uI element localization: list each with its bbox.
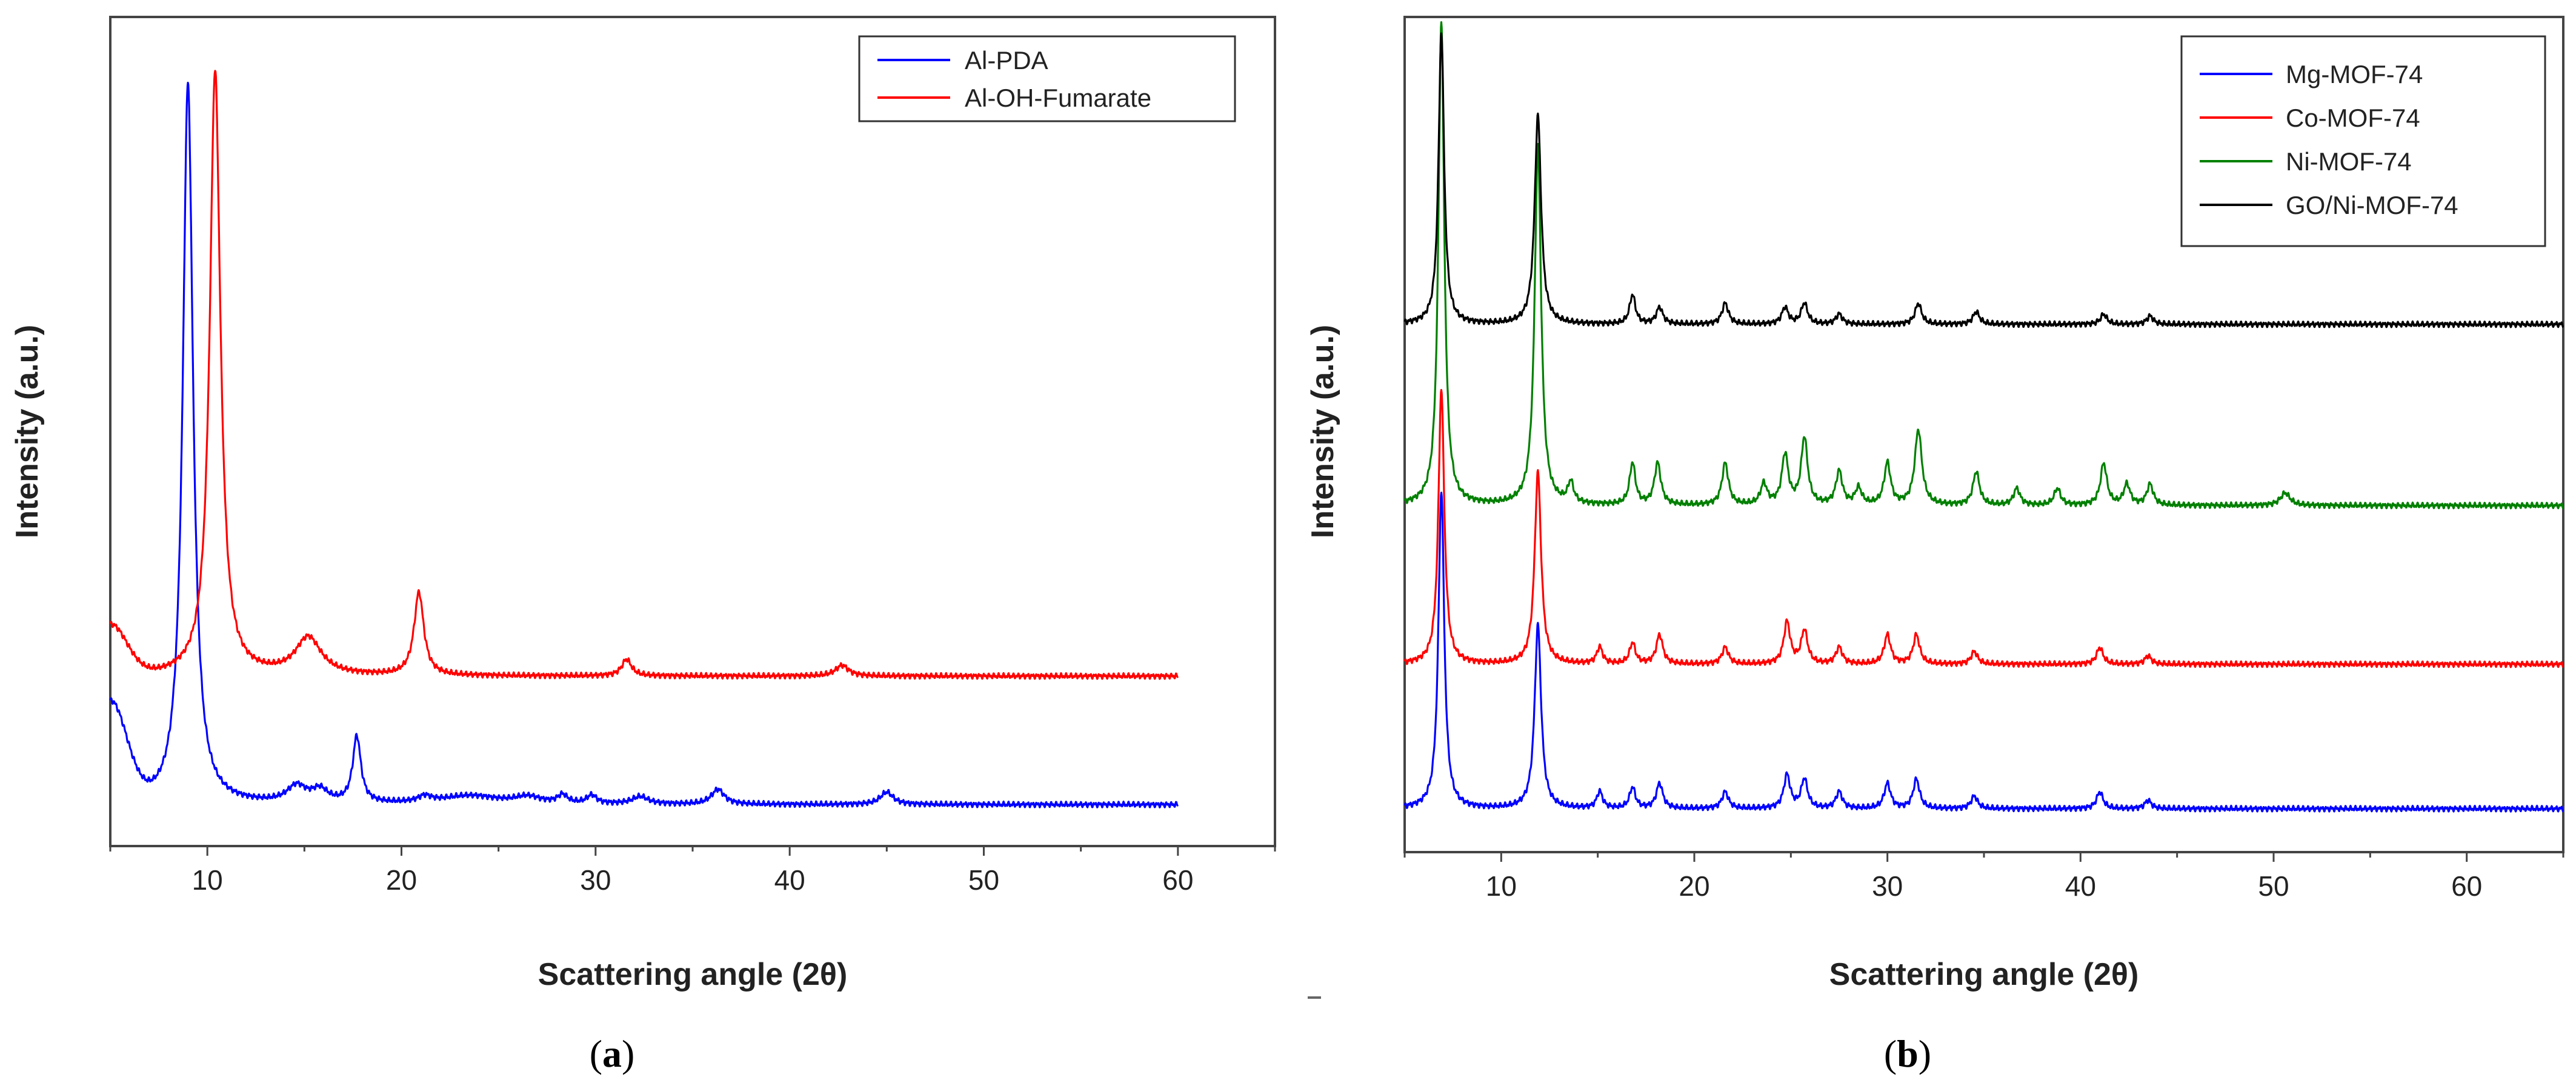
x-tick-label-b-40: 40 bbox=[2065, 870, 2096, 902]
plot-area-b bbox=[1403, 21, 2564, 813]
x-tick-label-b-30: 30 bbox=[1872, 870, 1903, 902]
legend-label-co-mof-74: Co-MOF-74 bbox=[2286, 104, 2420, 132]
legend-label-mg-mof-74: Mg-MOF-74 bbox=[2286, 60, 2423, 88]
panel-label-a: (a) bbox=[590, 1032, 635, 1075]
panel-label-b: (b) bbox=[1884, 1032, 1931, 1075]
legend-box-b bbox=[2180, 35, 2546, 247]
x-axis-title-b: Scattering angle (2θ) bbox=[1829, 957, 2139, 992]
x-tick-label-a-60: 60 bbox=[1162, 864, 1193, 896]
legend-a: Al-PDA Al-OH-Fumarate bbox=[858, 35, 1236, 122]
legend-b: Mg-MOF-74 Co-MOF-74 Ni-MOF-74 GO/Ni-MOF-… bbox=[2180, 35, 2546, 247]
x-tick-label-a-40: 40 bbox=[774, 864, 805, 896]
series-line-ni-mof-74 bbox=[1403, 21, 2564, 510]
series-line-go-ni-mof-74 bbox=[1403, 32, 2564, 328]
x-axis-a: 10 20 30 40 50 60 bbox=[109, 846, 1276, 896]
panel-a: 10 20 30 40 50 60 Scattering angle (2θ) Inten… bbox=[10, 16, 1276, 1075]
series-line-co-mof-74 bbox=[1403, 388, 2564, 668]
legend-label-al-oh-fumarate: Al-OH-Fumarate bbox=[965, 84, 1151, 112]
x-tick-label-a-50: 50 bbox=[968, 864, 999, 896]
x-tick-label-b-20: 20 bbox=[1679, 870, 1709, 902]
x-axis-b: 10 20 30 40 50 60 bbox=[1403, 852, 2564, 902]
x-tick-label-a-10: 10 bbox=[192, 864, 223, 896]
legend-label-go-ni-mof-74: GO/Ni-MOF-74 bbox=[2286, 191, 2458, 219]
x-tick-label-b-10: 10 bbox=[1486, 870, 1517, 902]
series-line-al-pda bbox=[109, 81, 1179, 808]
x-tick-label-b-60: 60 bbox=[2451, 870, 2482, 902]
y-axis-title-b: Intensity (a.u.) bbox=[1305, 325, 1340, 538]
panel-b: 10 20 30 40 50 60 Scattering angle (2θ) Inten… bbox=[1305, 16, 2564, 1075]
series-line-mg-mof-74 bbox=[1403, 492, 2564, 813]
legend-label-al-pda: Al-PDA bbox=[965, 46, 1048, 75]
y-axis-title-a: Intensity (a.u.) bbox=[10, 325, 45, 538]
x-tick-label-b-50: 50 bbox=[2258, 870, 2289, 902]
series-line-al-oh-fumarate bbox=[109, 70, 1179, 680]
x-tick-label-a-30: 30 bbox=[580, 864, 611, 896]
plot-frame-a bbox=[109, 16, 1276, 847]
legend-box-a bbox=[858, 35, 1236, 122]
legend-label-ni-mof-74: Ni-MOF-74 bbox=[2286, 147, 2412, 176]
plot-area-a bbox=[109, 70, 1179, 808]
x-axis-title-a: Scattering angle (2θ) bbox=[538, 957, 848, 992]
x-tick-label-a-20: 20 bbox=[386, 864, 417, 896]
